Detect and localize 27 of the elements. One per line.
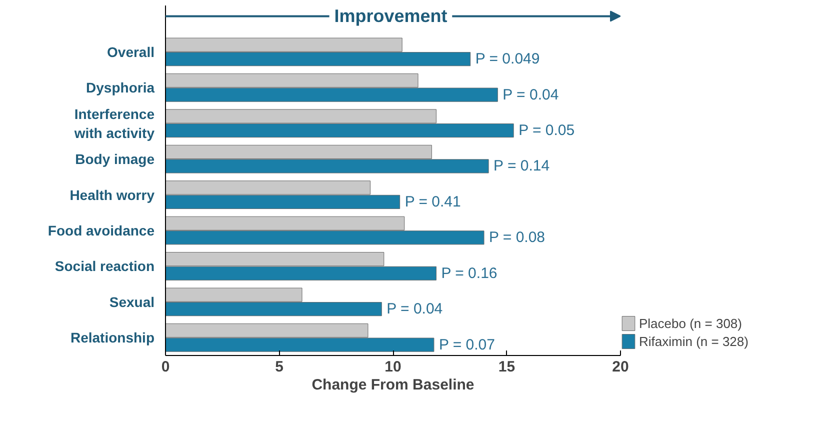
x-tick-label: 5 <box>275 358 284 376</box>
x-tick-label: 0 <box>161 358 170 376</box>
y-tick-label: Overall <box>107 44 155 60</box>
y-tick-label: Sexual <box>109 294 155 310</box>
annotation: P = 0.08 <box>489 229 546 246</box>
y-tick-label: Food avoidance <box>48 222 155 238</box>
y-tick-label: Dysphoria <box>86 80 155 96</box>
y-tick-label: Interference with activity <box>73 106 155 141</box>
y-tick-label: Relationship <box>70 330 155 346</box>
x-tick-label: 15 <box>498 358 516 376</box>
annotation: P = 0.07 <box>438 336 495 354</box>
y-tick-label: Health worry <box>70 186 155 203</box>
legend-label: Rifaximin (n = 328) <box>639 334 748 348</box>
x-tick-label: 10 <box>384 358 402 376</box>
legend-label: Placebo (n = 308) <box>639 316 742 330</box>
y-tick-label: Body image <box>75 151 155 168</box>
y-tick-label: Social reaction <box>54 258 154 274</box>
annotation: P = 0.14 <box>494 158 550 175</box>
annotation: P = 0.41 <box>404 193 461 210</box>
annotation: P = 0.05 <box>518 122 575 139</box>
annotation: Improvement <box>334 6 448 26</box>
annotation: P = 0.16 <box>441 264 498 282</box>
annotation: P = 0.04 <box>502 86 559 104</box>
x-axis-title: Change From Baseline <box>312 376 474 394</box>
annotation: P = 0.049 <box>475 50 540 68</box>
annotation: P = 0.04 <box>386 300 443 318</box>
x-tick-label: 20 <box>612 358 629 376</box>
